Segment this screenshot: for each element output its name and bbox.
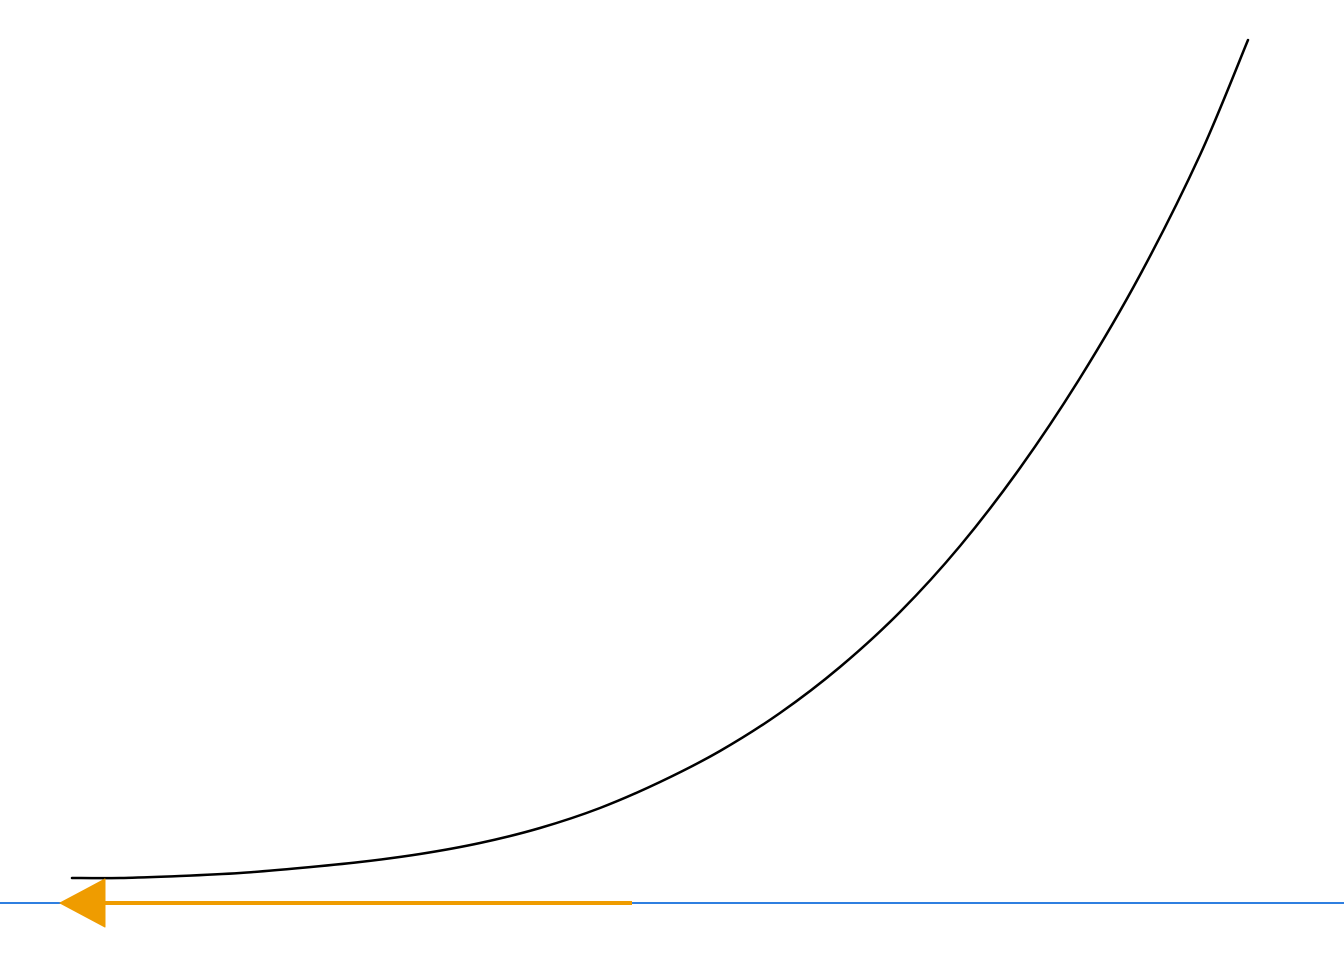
- exponential-curve: [72, 40, 1248, 878]
- arrow-head-icon: [60, 879, 105, 927]
- asymptote-arrow: [60, 879, 632, 927]
- diagram-canvas: [0, 0, 1344, 960]
